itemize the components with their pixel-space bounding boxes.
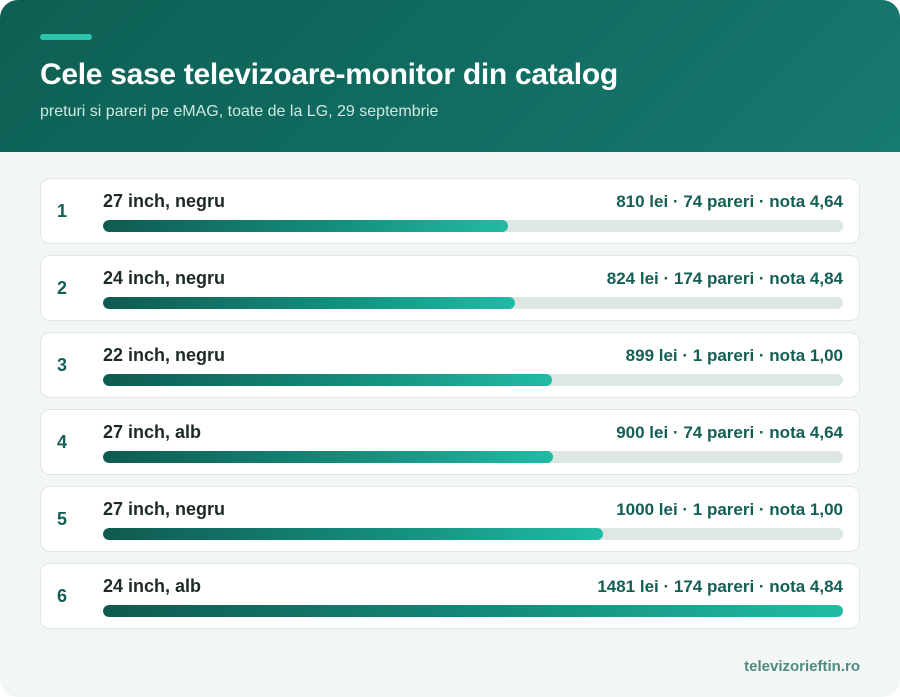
bar-rank: 6 [57, 586, 68, 606]
bar [103, 605, 843, 617]
bar-label: 24 inch, alb [103, 576, 202, 596]
bar-value-label: 900 lei · 74 pareri · nota 4,64 [616, 423, 843, 442]
bar-row: 2 24 inch, negru 824 lei · 174 pareri · no… [40, 255, 860, 321]
bar [103, 297, 515, 309]
bar-rank: 5 [57, 509, 68, 529]
bar-row: 5 27 inch, negru 1000 lei · 1 pareri · not… [40, 486, 860, 552]
bar-label: 27 inch, negru [103, 191, 226, 211]
bar-value-label: 824 lei · 174 pareri · nota 4,84 [606, 269, 843, 288]
bar-label: 22 inch, negru [103, 345, 226, 365]
bar [103, 374, 552, 386]
bar-track [103, 528, 843, 540]
accent-bar [40, 34, 92, 40]
bar-value-label: 810 lei · 74 pareri · nota 4,64 [616, 192, 843, 211]
bar-list: 1 27 inch, negru 810 lei · 74 pareri · not… [40, 178, 860, 640]
bar-label: 27 inch, negru [103, 499, 226, 519]
bar [103, 451, 553, 463]
bar-track [103, 220, 843, 232]
bar-label: 24 inch, negru [103, 268, 226, 288]
bar [103, 220, 508, 232]
site-credit: televizorieftin.ro [744, 658, 860, 675]
bar-row: 1 27 inch, negru 810 lei · 74 pareri · not… [40, 178, 860, 244]
bar-track [103, 297, 843, 309]
bar-value-label: 899 lei · 1 pareri · nota 1,00 [625, 346, 843, 365]
bar-rank: 4 [57, 432, 68, 452]
bar-label: 27 inch, alb [103, 422, 202, 442]
bar-value-label: 1481 lei · 174 pareri · nota 4,84 [597, 577, 843, 596]
bar [103, 528, 603, 540]
bar-rank: 1 [57, 201, 68, 221]
bar-value-label: 1000 lei · 1 pareri · nota 1,00 [616, 500, 843, 519]
header: Cele sase televizoare-monitor din catalo… [0, 0, 900, 152]
bar-row: 4 27 inch, alb 900 lei · 74 pareri · nota … [40, 409, 860, 475]
bar-row: 6 24 inch, alb 1481 lei · 174 pareri · not… [40, 563, 860, 629]
bar-track [103, 374, 843, 386]
bar-rank: 2 [57, 278, 68, 298]
bar-rank: 3 [57, 355, 68, 375]
bar-row: 3 22 inch, negru 899 lei · 1 pareri · nota… [40, 332, 860, 398]
bar-track [103, 451, 843, 463]
chart-title: Cele sase televizoare-monitor din catalo… [40, 58, 618, 91]
chart-subtitle: preturi si pareri pe eMAG, toate de la L… [40, 103, 439, 120]
bar-track [103, 605, 843, 617]
